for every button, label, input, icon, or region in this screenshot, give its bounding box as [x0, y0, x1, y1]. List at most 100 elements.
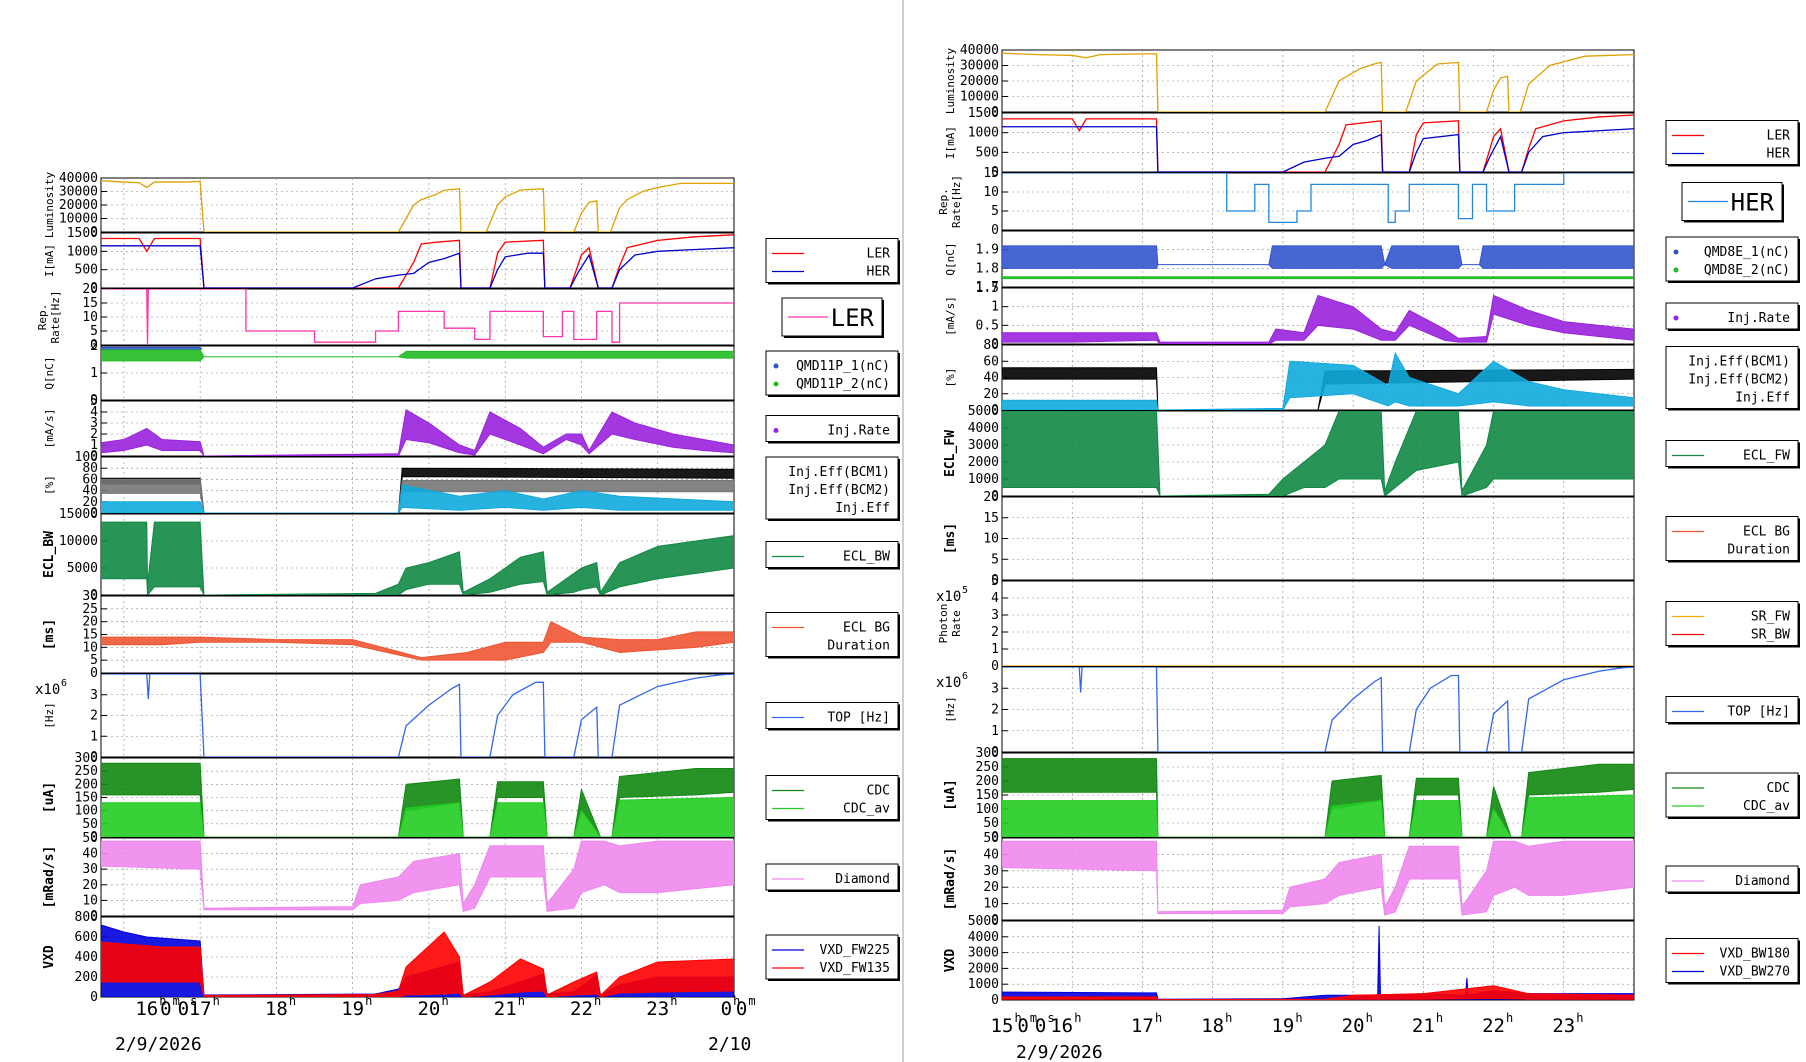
y-tick-label: 0	[991, 659, 999, 674]
legend-label: Inj.Eff	[1735, 391, 1790, 406]
legend-marker-dot	[1673, 267, 1679, 273]
y-tick-label: 2000	[968, 455, 999, 470]
y-tick-label: 200	[75, 777, 98, 792]
series-group	[101, 521, 734, 595]
y-tick-label: 0	[991, 573, 999, 588]
y-tick-label: 15	[983, 166, 999, 181]
series-vxd_b	[1002, 985, 1634, 1000]
y-tick-label: 10000	[59, 212, 98, 227]
right-row-ecl: 0 1000 2000 3000 4000 5000 ECL_FW	[943, 404, 1635, 504]
plot-frame	[100, 232, 735, 289]
y-tick-label: 0	[991, 337, 999, 352]
series-diamond	[101, 840, 734, 912]
time-label: 15	[991, 1015, 1014, 1037]
series-q1	[101, 346, 203, 351]
y-tick-label: 15	[82, 296, 98, 311]
time-label-unit: h	[518, 994, 525, 1008]
y-tick-label: 80	[983, 338, 999, 353]
series-group	[1002, 294, 1634, 344]
legend-cur: LER HER	[1665, 120, 1800, 167]
y-tick-label: 5000	[968, 914, 999, 929]
y-axis-label: Q[nC]	[43, 356, 56, 389]
y-axis-label: Rep.	[937, 188, 950, 215]
y-tick-label: 100	[75, 804, 98, 819]
y-axis-label: [Hz]	[944, 696, 957, 723]
legend-label: Duration	[827, 639, 890, 654]
series-top	[101, 674, 734, 757]
y-multiplier: x10	[936, 589, 961, 605]
legend-label: CDC	[867, 784, 890, 799]
series-cdc_av	[1002, 794, 1634, 837]
y-tick-label: 40000	[59, 171, 98, 186]
big-legend-rep: LER	[781, 297, 884, 338]
time-label: 17	[1131, 1015, 1154, 1037]
y-axis-label: ECL_FW	[943, 430, 958, 477]
y-tick-label: 0	[90, 281, 98, 296]
legend-label: ECL BG	[843, 621, 890, 636]
y-tick-label: 80	[82, 461, 98, 476]
legend-sr: SR_FW SR_BW	[1665, 601, 1800, 648]
right-row-top: 0 1 2 3 [Hz] x10 6	[936, 666, 1635, 760]
y-tick-label: 3	[991, 608, 999, 623]
series-q2	[1002, 276, 1634, 280]
y-tick-label: 5	[90, 324, 98, 339]
y-tick-label: 1	[991, 724, 999, 739]
y-tick-label: 250	[75, 764, 98, 779]
y-tick-label: 60	[82, 472, 98, 487]
y-tick-label: 1	[90, 438, 98, 453]
y-tick-label: 0	[991, 489, 999, 504]
y-tick-label: 20000	[59, 198, 98, 213]
legend-eclbg: ECL BG Duration	[765, 612, 900, 659]
series-cdc_av	[101, 796, 734, 837]
time-label-unit: m	[748, 994, 755, 1008]
y-tick-label: 600	[75, 930, 98, 945]
time-label: 21	[494, 998, 517, 1020]
left-chart-panel: 0 10000 20000 30000 40000 Luminosity 0 500 1000 1…	[0, 0, 902, 1062]
legend-vxd: VXD_FW225 VXD_FW135	[765, 934, 900, 981]
time-label: 20	[1342, 1015, 1365, 1037]
y-tick-label: 1	[90, 366, 98, 381]
legend-eff: Inj.Eff(BCM1) Inj.Eff(BCM2) Inj.Eff	[1665, 346, 1800, 411]
y-tick-label: 0	[90, 830, 98, 845]
series-group	[101, 289, 734, 345]
time-label: 0	[721, 998, 732, 1020]
y-tick-label: 5	[991, 204, 999, 219]
legend-box	[1665, 346, 1799, 409]
time-label-unit: h	[1295, 1011, 1302, 1025]
time-label-unit: m	[1030, 1011, 1037, 1025]
y-tick-label: 15	[82, 628, 98, 643]
time-label-unit: h	[213, 994, 220, 1008]
time-label-unit: h	[1576, 1011, 1583, 1025]
series-group	[101, 180, 734, 232]
y-tick-label: 15000	[59, 507, 98, 522]
y-tick-label: 250	[976, 760, 999, 775]
y-axis-label: Rate[Hz]	[49, 291, 62, 344]
y-axis-label: [mRad/s]	[943, 848, 958, 911]
series-top	[1002, 667, 1634, 752]
legend-dia: Diamond	[765, 863, 900, 892]
legend-ecl: ECL_BW	[765, 541, 900, 570]
y-tick-label: 5	[90, 653, 98, 668]
legend-box	[765, 612, 899, 657]
time-label: 17	[189, 998, 212, 1020]
y-tick-label: 500	[75, 263, 98, 278]
y-multiplier: x10	[35, 682, 60, 698]
series-eff	[101, 484, 734, 513]
legend-box	[1665, 938, 1799, 983]
series-group	[1002, 245, 1634, 280]
y-axis-label: [uA]	[943, 779, 958, 810]
y-tick-label: 15	[983, 511, 999, 526]
legend-label: CDC_av	[1743, 799, 1790, 814]
legend-label: SR_BW	[1751, 628, 1790, 643]
legend-box	[765, 863, 899, 891]
y-tick-label: 0	[90, 990, 98, 1005]
y-tick-label: 40	[983, 371, 999, 386]
series-group	[1002, 351, 1634, 410]
y-axis-label: Rate	[950, 610, 963, 637]
